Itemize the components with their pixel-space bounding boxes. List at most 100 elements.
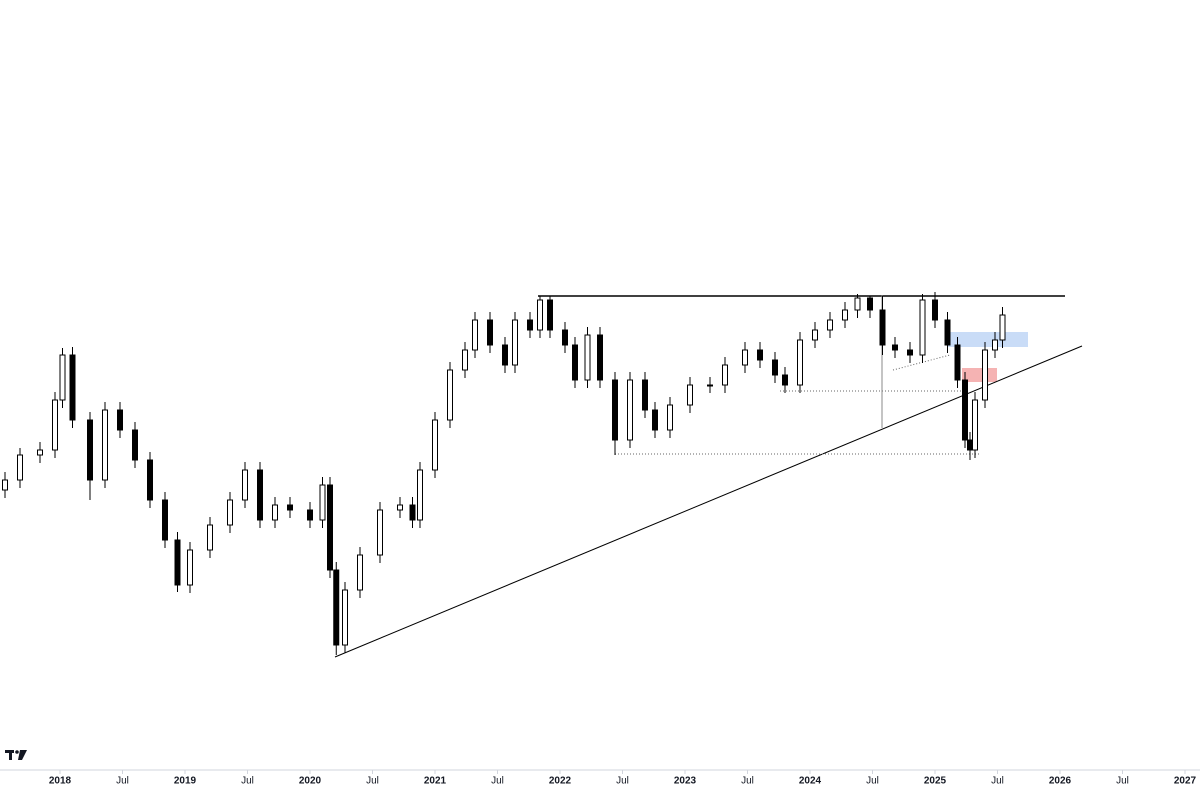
candle-body bbox=[272, 504, 278, 521]
candle-body bbox=[967, 439, 973, 451]
candle-body bbox=[69, 354, 76, 421]
x-tick-label: 2022 bbox=[549, 776, 572, 787]
candle-body bbox=[472, 319, 478, 351]
candle-body bbox=[377, 509, 383, 556]
drawings bbox=[334, 295, 1083, 658]
candle-body bbox=[287, 504, 293, 511]
candle-body bbox=[999, 314, 1006, 341]
dotted-line bbox=[892, 354, 951, 371]
candle-body bbox=[502, 344, 508, 366]
candle-body bbox=[919, 299, 926, 356]
candle-body bbox=[17, 454, 23, 481]
x-tick-label: 2026 bbox=[1049, 776, 1072, 787]
candle-body bbox=[319, 484, 326, 521]
x-tick-label: 2019 bbox=[174, 776, 197, 787]
zone-blue bbox=[948, 332, 1028, 347]
candle-body bbox=[642, 379, 648, 411]
candle-body bbox=[627, 379, 633, 441]
candle-body bbox=[572, 344, 578, 381]
candle-body bbox=[333, 569, 340, 646]
candle-body bbox=[612, 379, 618, 441]
candle-body bbox=[487, 319, 493, 346]
tradingview-logo bbox=[5, 750, 27, 760]
candle-body bbox=[342, 589, 348, 646]
x-tick-label: Jul bbox=[116, 776, 129, 787]
candle-body bbox=[982, 349, 988, 401]
x-axis: 2018 Jul 2019 Jul 2020 Jul 2021 Jul 2022 Jul 2023 J… bbox=[49, 770, 1197, 787]
x-tick-label: 2021 bbox=[424, 776, 447, 787]
candle-body bbox=[59, 354, 66, 401]
candle-body bbox=[992, 339, 998, 351]
candle-body bbox=[187, 549, 193, 586]
candle-body bbox=[357, 554, 363, 591]
candle-body bbox=[447, 369, 453, 421]
candle-body bbox=[707, 384, 713, 387]
candle-body bbox=[207, 524, 213, 551]
candle-body bbox=[527, 319, 533, 331]
candle-body bbox=[52, 399, 58, 451]
candle-body bbox=[537, 299, 543, 331]
candle-body bbox=[147, 459, 153, 501]
x-tick-label: Jul bbox=[866, 776, 879, 787]
candle-body bbox=[827, 319, 833, 331]
candle-body bbox=[867, 297, 873, 311]
candle-body bbox=[972, 399, 978, 451]
x-tick-label: 2025 bbox=[924, 776, 947, 787]
candle-body bbox=[742, 349, 748, 366]
candle-body bbox=[854, 297, 861, 311]
candle-body bbox=[722, 364, 728, 386]
candle-body bbox=[932, 299, 938, 321]
candle-body bbox=[417, 469, 423, 521]
x-tick-label: Jul bbox=[1116, 776, 1129, 787]
candle-body bbox=[162, 499, 168, 541]
x-tick-label: Jul bbox=[491, 776, 504, 787]
candle-body bbox=[327, 484, 333, 571]
candle-body bbox=[597, 334, 603, 381]
candle-body bbox=[584, 334, 591, 381]
candle-body bbox=[462, 349, 468, 371]
candle-body bbox=[757, 349, 763, 361]
candles bbox=[2, 292, 1006, 655]
candle-body bbox=[907, 349, 913, 356]
x-tick-label: Jul bbox=[366, 776, 379, 787]
candle-body bbox=[944, 319, 951, 346]
candle-body bbox=[257, 469, 263, 521]
x-tick-label: 2023 bbox=[674, 776, 697, 787]
x-tick-label: 2018 bbox=[49, 776, 72, 787]
x-tick-label: Jul bbox=[616, 776, 629, 787]
trend-line bbox=[334, 345, 1083, 658]
candle-body bbox=[772, 359, 778, 376]
x-tick-label: Jul bbox=[991, 776, 1004, 787]
candle-body bbox=[132, 429, 138, 461]
x-tick-label: Jul bbox=[241, 776, 254, 787]
candle-body bbox=[2, 479, 8, 491]
candle-body bbox=[87, 419, 93, 481]
candle-body bbox=[879, 309, 886, 346]
candle-body bbox=[962, 379, 968, 441]
x-tick-label: Jul bbox=[741, 776, 754, 787]
candle-body bbox=[409, 504, 416, 521]
x-tick-label: 2027 bbox=[1174, 776, 1197, 787]
candle-body bbox=[37, 449, 43, 456]
candle-body bbox=[954, 344, 961, 381]
candle-body bbox=[812, 329, 818, 341]
candle-body bbox=[797, 339, 803, 386]
candle-body bbox=[117, 409, 123, 431]
candle-body bbox=[242, 469, 248, 501]
candle-body bbox=[652, 409, 658, 431]
candle-body bbox=[227, 499, 233, 526]
candle-body bbox=[432, 419, 438, 471]
candle-body bbox=[512, 319, 518, 366]
candle-body bbox=[562, 329, 568, 346]
zone-red bbox=[962, 368, 997, 382]
candle-body bbox=[307, 509, 313, 521]
candle-body bbox=[667, 404, 673, 431]
candle-body bbox=[174, 539, 181, 586]
x-tick-label: 2020 bbox=[299, 776, 322, 787]
candle-body bbox=[892, 344, 898, 351]
candle-body bbox=[397, 504, 403, 511]
x-tick-label: 2024 bbox=[799, 776, 822, 787]
candle-body bbox=[102, 409, 108, 481]
